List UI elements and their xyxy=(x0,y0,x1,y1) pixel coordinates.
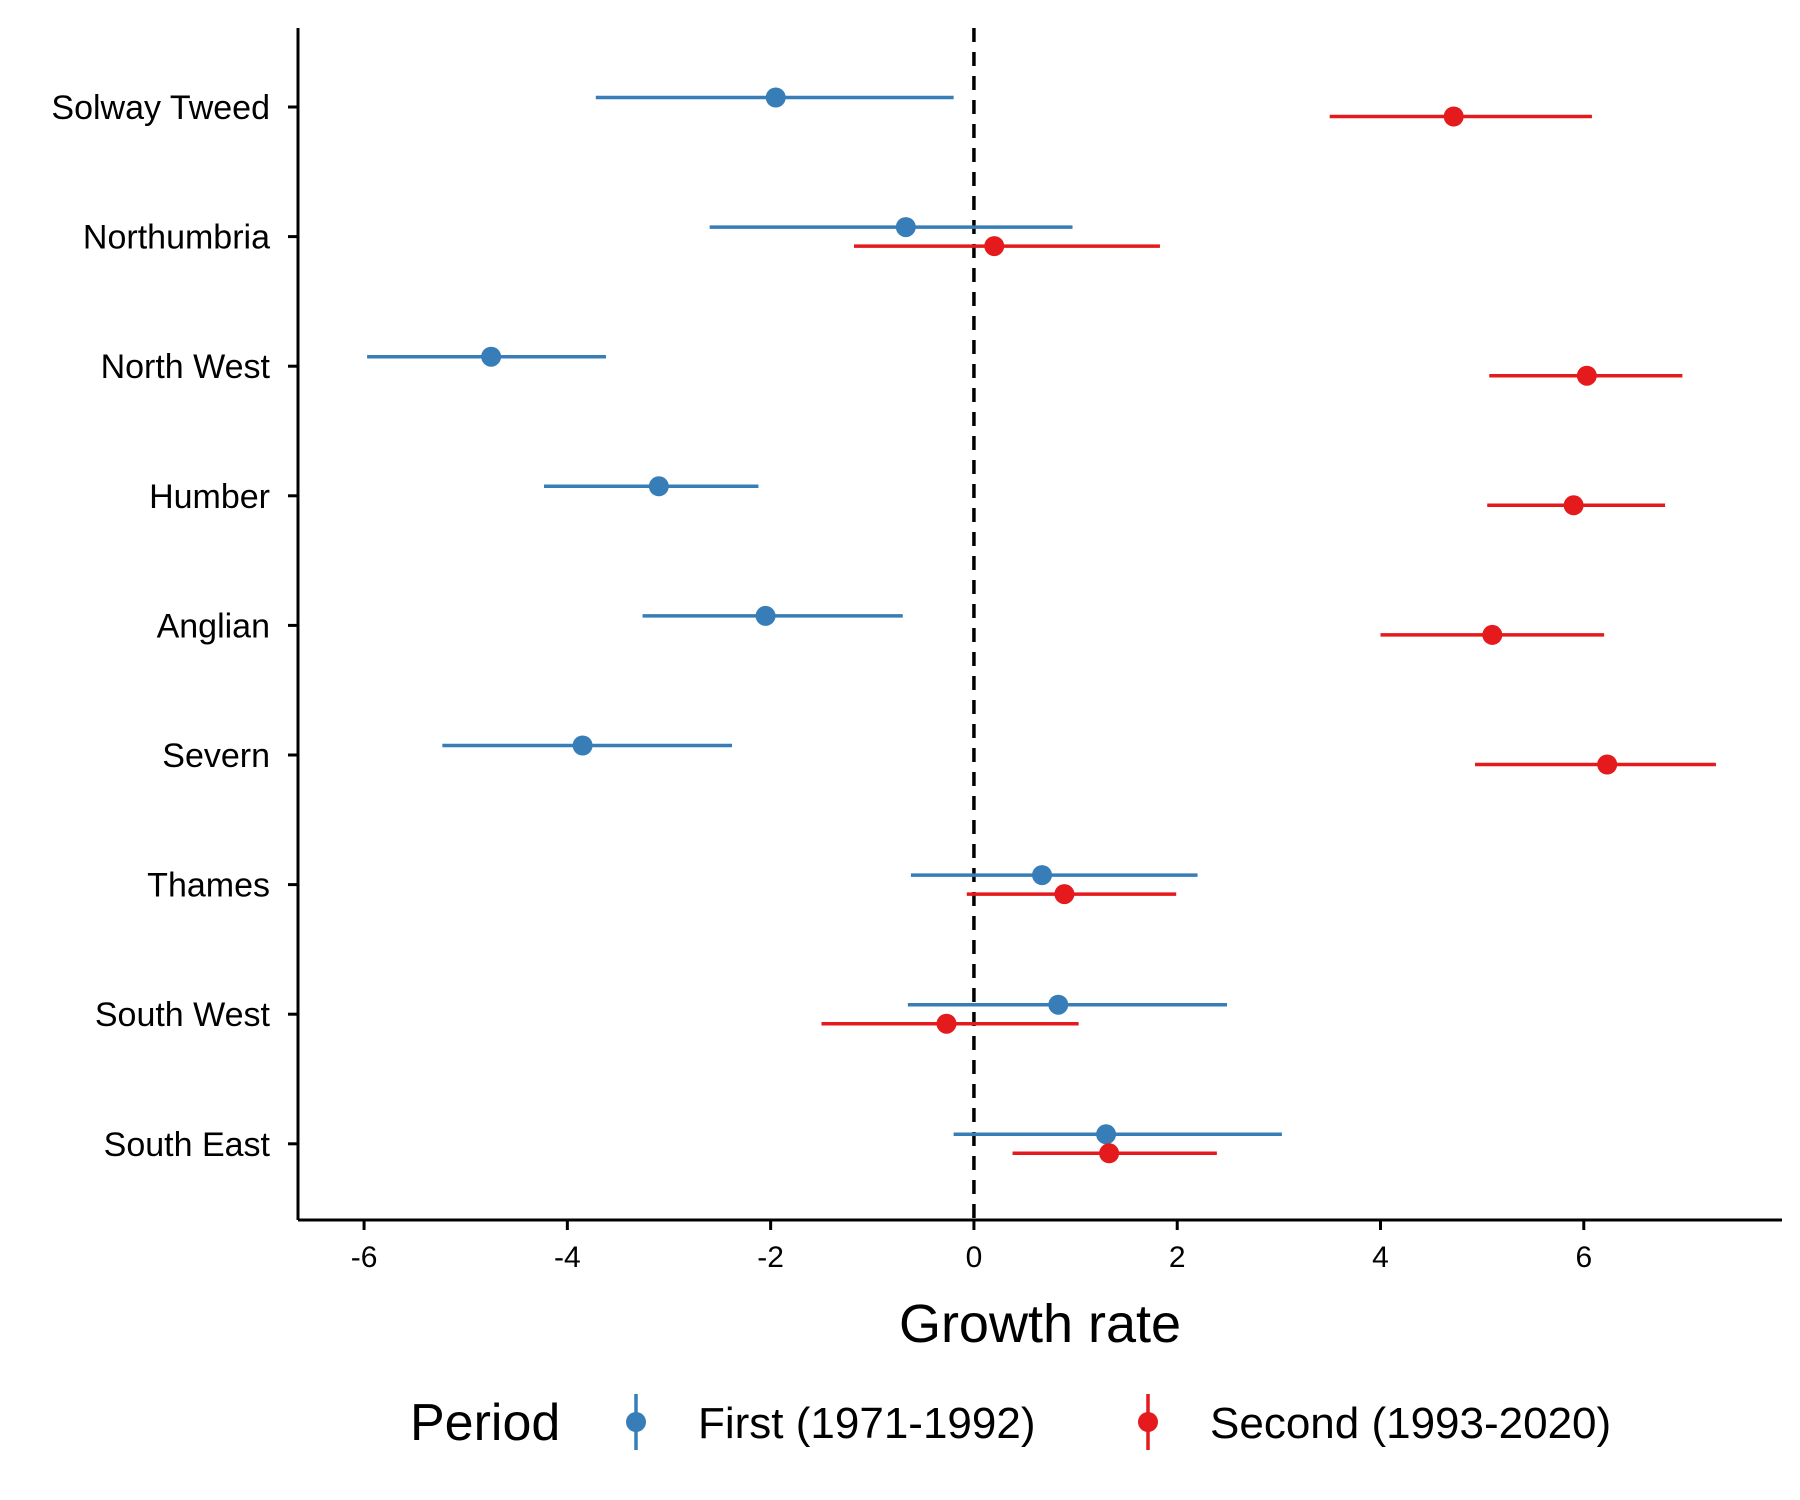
plot-area xyxy=(367,28,1716,1220)
x-tick-label: 0 xyxy=(966,1241,983,1274)
point-estimate xyxy=(1048,994,1069,1015)
x-axis-ticks: -6 -4 -2 0 2 4 6 xyxy=(351,1220,1592,1274)
y-tick-label: Thames xyxy=(147,867,270,905)
x-tick-label: 2 xyxy=(1169,1241,1186,1274)
y-tick-label: South East xyxy=(104,1126,271,1164)
point-estimate xyxy=(1099,1143,1120,1164)
y-tick-label: Northumbria xyxy=(83,219,270,257)
y-tick-label: Severn xyxy=(162,737,270,775)
series-1 xyxy=(367,87,1282,1145)
point-estimate xyxy=(1563,495,1584,516)
axes xyxy=(296,28,1782,1222)
x-tick-label: -4 xyxy=(554,1241,581,1274)
y-tick-label: Anglian xyxy=(157,607,270,645)
point-estimate xyxy=(1054,884,1075,905)
y-tick-label: North West xyxy=(101,348,271,386)
x-tick-label: 4 xyxy=(1372,1241,1389,1274)
legend-key-point xyxy=(1138,1412,1158,1432)
point-estimate xyxy=(936,1013,957,1034)
series-2 xyxy=(821,106,1716,1164)
legend-key-point xyxy=(626,1412,646,1432)
point-estimate xyxy=(895,217,916,238)
x-tick-label: 6 xyxy=(1575,1241,1592,1274)
point-estimate xyxy=(984,236,1005,257)
point-estimate xyxy=(572,735,593,756)
x-tick-label: -2 xyxy=(757,1241,784,1274)
y-tick-label: South West xyxy=(95,996,271,1034)
point-estimate xyxy=(1576,365,1597,386)
y-axis-ticks: Solway Tweed Northumbria North West Humber A… xyxy=(51,89,298,1164)
point-estimate xyxy=(1597,754,1618,775)
x-tick-label: -6 xyxy=(351,1241,378,1274)
point-estimate xyxy=(1482,624,1503,645)
point-estimate xyxy=(481,346,502,367)
legend: Period First (1971-1992) Second (1993-202… xyxy=(410,1394,1611,1452)
point-estimate xyxy=(765,87,786,108)
point-estimate xyxy=(1096,1124,1117,1145)
y-tick-label: Solway Tweed xyxy=(51,89,270,127)
legend-title: Period xyxy=(410,1394,560,1452)
point-estimate xyxy=(648,476,669,497)
legend-label: Second (1993-2020) xyxy=(1210,1399,1611,1448)
y-tick-label: Humber xyxy=(149,478,270,516)
point-estimate xyxy=(1443,106,1464,127)
x-axis-title: Growth rate xyxy=(899,1294,1181,1354)
point-estimate xyxy=(1032,865,1053,886)
legend-label: First (1971-1992) xyxy=(698,1399,1035,1448)
point-estimate xyxy=(755,605,776,626)
